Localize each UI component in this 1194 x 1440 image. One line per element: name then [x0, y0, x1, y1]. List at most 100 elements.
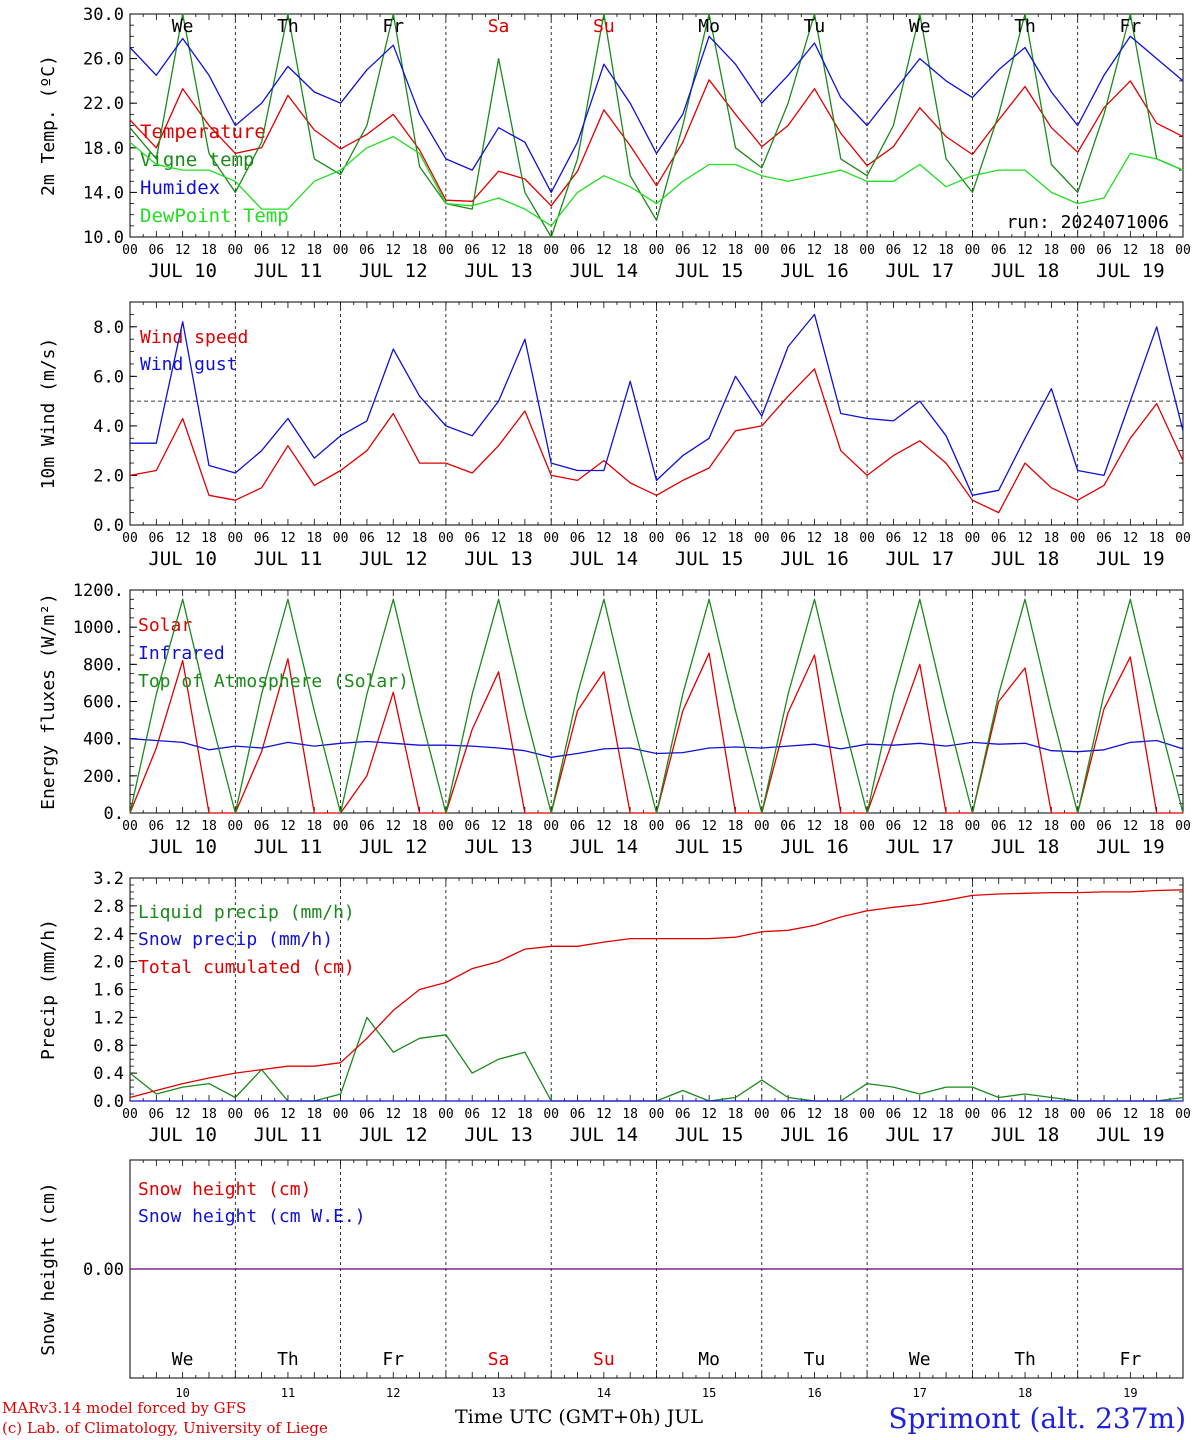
hour-label: 06 — [254, 531, 270, 546]
y-tick-label: 8.0 — [93, 318, 124, 338]
y-tick-label: 0.0 — [93, 516, 124, 536]
hour-label: 18 — [622, 243, 638, 258]
hour-label: 12 — [912, 1107, 928, 1122]
date-label: JUL 18 — [991, 836, 1060, 858]
hour-label: 18 — [201, 243, 217, 258]
hour-label: 06 — [675, 819, 691, 834]
hour-label: 12 — [912, 243, 928, 258]
hour-label: 12 — [1017, 1107, 1033, 1122]
y-tick-label: 400. — [83, 730, 124, 750]
hour-label: 00 — [649, 243, 665, 258]
hour-label: 18 — [728, 531, 744, 546]
hour-label: 06 — [148, 243, 164, 258]
hour-label: 18 — [1149, 243, 1165, 258]
date-label: JUL 14 — [570, 836, 639, 858]
day-number-label: 13 — [491, 1386, 505, 1400]
hour-label: 06 — [464, 531, 480, 546]
hour-label: 18 — [306, 531, 322, 546]
weekday-label-top: We — [909, 16, 931, 37]
day-number-label: 18 — [1018, 1386, 1032, 1400]
hour-label: 12 — [385, 1107, 401, 1122]
date-label: JUL 15 — [675, 1124, 744, 1146]
hour-label: 12 — [1017, 531, 1033, 546]
weekday-label-bottom: Su — [593, 1349, 615, 1370]
panel-1: 10.0 14.0 18.0 22.0 26.0 30.0 2m Temp. (ºC) Tem… — [38, 5, 1191, 282]
hour-label: 00 — [859, 531, 875, 546]
date-label: JUL 10 — [148, 1124, 217, 1146]
hour-label: 00 — [754, 1107, 770, 1122]
y-tick-label: 0.00 — [83, 1260, 124, 1280]
date-label: JUL 18 — [991, 1124, 1060, 1146]
y-tick-label: 2.4 — [93, 925, 124, 945]
hour-label: 12 — [807, 819, 823, 834]
date-label: JUL 19 — [1096, 548, 1165, 570]
hour-label: 06 — [254, 1107, 270, 1122]
date-label: JUL 12 — [359, 260, 428, 282]
hour-label: 12 — [701, 243, 717, 258]
hour-label: 12 — [1123, 1107, 1139, 1122]
weekday-label-top: Tu — [804, 16, 826, 37]
hour-label: 12 — [807, 1107, 823, 1122]
date-label: JUL 12 — [359, 836, 428, 858]
hour-label: 18 — [306, 243, 322, 258]
hour-label: 18 — [728, 819, 744, 834]
date-label: JUL 16 — [780, 548, 849, 570]
series-line — [129, 738, 1184, 758]
hour-label: 00 — [754, 243, 770, 258]
series-line — [129, 135, 1184, 227]
date-label: JUL 14 — [570, 1124, 639, 1146]
date-label: JUL 12 — [359, 1124, 428, 1146]
weekday-label-bottom: We — [909, 1349, 931, 1370]
y-tick-label: 3.2 — [93, 869, 124, 889]
weekday-label-bottom: Tu — [804, 1349, 826, 1370]
legend-entry: Total cumulated (cm) — [138, 957, 355, 978]
panel-2: 0.0 2.0 4.0 6.0 8.0 10m Wind (m/s) Wind speed W… — [38, 301, 1191, 570]
weekday-label-top: Fr — [1120, 16, 1142, 37]
hour-label: 00 — [333, 531, 349, 546]
hour-label: 06 — [464, 243, 480, 258]
hour-label: 12 — [280, 1107, 296, 1122]
weekday-label-top: Th — [277, 16, 299, 37]
y-tick-label: 6.0 — [93, 367, 124, 387]
hour-label: 06 — [780, 243, 796, 258]
hour-label: 12 — [701, 1107, 717, 1122]
date-label: JUL 10 — [148, 260, 217, 282]
hour-label: 00 — [1070, 1107, 1086, 1122]
hour-label: 06 — [780, 1107, 796, 1122]
hour-label: 06 — [780, 531, 796, 546]
hour-label: 12 — [175, 243, 191, 258]
date-label: JUL 15 — [675, 836, 744, 858]
day-number-label: 10 — [175, 1386, 189, 1400]
hour-label: 06 — [464, 819, 480, 834]
run-annotation: run: 2024071006 — [1006, 212, 1169, 233]
panel-3: 0. 200. 400. 600. 800. 1000. 1200. Energy fluxe… — [38, 581, 1191, 858]
date-label: JUL 11 — [254, 1124, 323, 1146]
hour-label: 12 — [596, 531, 612, 546]
hour-label: 18 — [728, 243, 744, 258]
hour-label: 18 — [201, 819, 217, 834]
hour-label: 06 — [991, 819, 1007, 834]
hour-label: 06 — [464, 1107, 480, 1122]
hour-label: 18 — [412, 531, 428, 546]
series-line — [129, 889, 1184, 1099]
hour-label: 12 — [596, 243, 612, 258]
hour-label: 18 — [412, 243, 428, 258]
y-tick-label: 4.0 — [93, 417, 124, 437]
date-label: JUL 19 — [1096, 1124, 1165, 1146]
hour-label: 18 — [1149, 819, 1165, 834]
hour-label: 18 — [517, 819, 533, 834]
hour-label: 06 — [675, 531, 691, 546]
hour-label: 00 — [649, 531, 665, 546]
date-label: JUL 16 — [780, 836, 849, 858]
hour-label: 18 — [622, 819, 638, 834]
hour-label: 18 — [622, 1107, 638, 1122]
hour-label: 12 — [1123, 819, 1139, 834]
date-label: JUL 13 — [464, 548, 533, 570]
series-line — [129, 368, 1184, 514]
hour-label: 06 — [148, 819, 164, 834]
hour-label: 12 — [1123, 531, 1139, 546]
hour-label: 00 — [543, 243, 559, 258]
series-line — [129, 13, 1184, 238]
hour-label: 12 — [912, 531, 928, 546]
date-label: JUL 17 — [885, 260, 954, 282]
